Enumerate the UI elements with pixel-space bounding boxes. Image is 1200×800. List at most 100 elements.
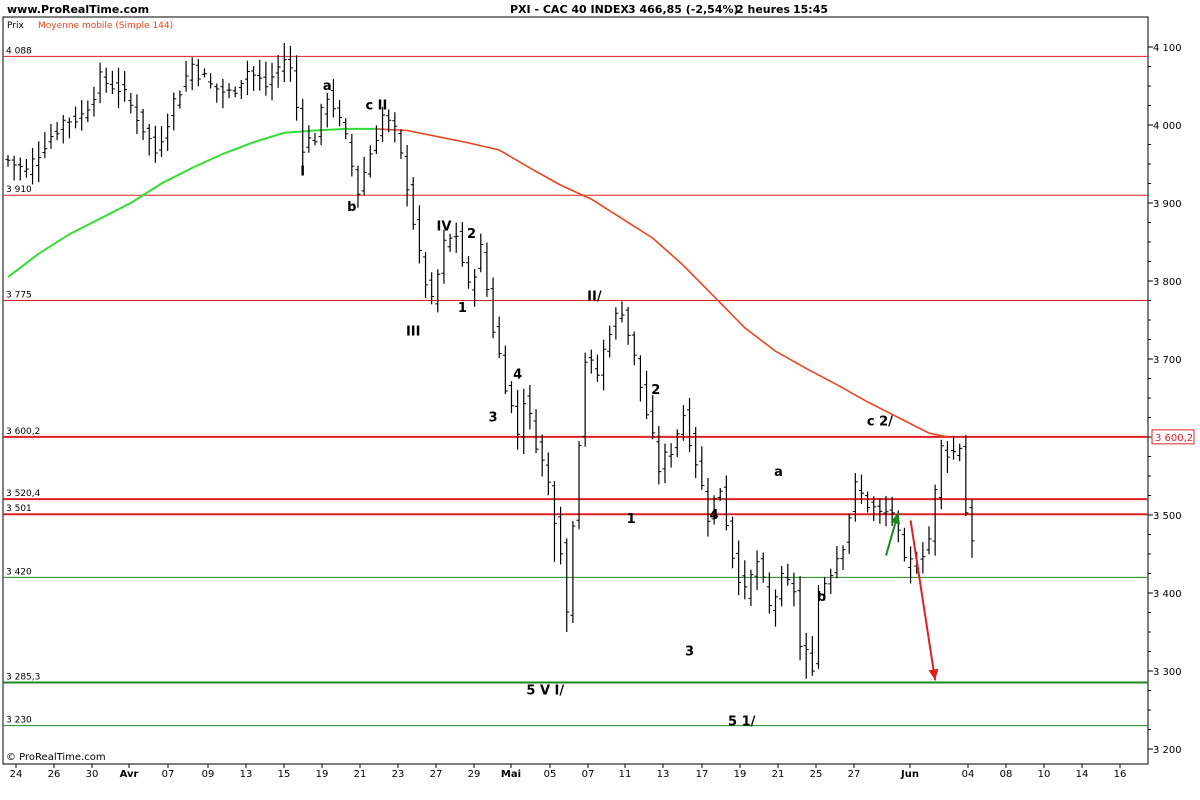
level-label: 3 230 xyxy=(6,716,32,726)
ohlc-bar xyxy=(527,384,533,430)
price-tag-label: 3 600,2 xyxy=(1155,433,1193,444)
ohlc-bar xyxy=(435,269,441,313)
wave-label: II/ xyxy=(587,290,602,305)
site-title[interactable]: www.ProRealTime.com xyxy=(7,3,149,16)
x-tick-label: 15 xyxy=(278,769,291,780)
ohlc-bar xyxy=(717,487,723,501)
ohlc-bar xyxy=(11,155,17,181)
ohlc-bar xyxy=(871,496,877,521)
ohlc-bar xyxy=(140,108,146,141)
ohlc-bar xyxy=(723,475,729,531)
x-tick-label: 19 xyxy=(316,769,329,780)
ohlc-bar xyxy=(969,499,975,558)
wave-label: c 2/ xyxy=(867,414,893,429)
arrow-down xyxy=(909,520,939,681)
ohlc-bar xyxy=(496,316,502,359)
ohlc-bar xyxy=(429,272,435,305)
ohlc-bar xyxy=(373,125,379,155)
ohlc-bar xyxy=(644,370,650,420)
ohlc-bar xyxy=(558,506,564,565)
ohlc-bar xyxy=(803,632,809,679)
ohlc-bar xyxy=(594,354,600,382)
x-tick-label: 13 xyxy=(657,769,670,780)
ohlc-bar xyxy=(330,79,336,118)
ohlc-bar xyxy=(171,92,177,131)
time-label: 15:45 xyxy=(793,3,828,16)
ohlc-bar xyxy=(287,45,293,82)
y-tick-label: 3 400 xyxy=(1153,589,1182,600)
ohlc-bar xyxy=(392,112,398,143)
ohlc-bar xyxy=(705,477,711,537)
wave-label: 5 V I/ xyxy=(526,683,564,698)
ohlc-bar xyxy=(570,520,576,624)
ohlc-bar xyxy=(858,474,864,504)
ohlc-bar xyxy=(852,473,858,522)
ohlc-bar xyxy=(822,577,828,601)
ohlc-bar xyxy=(116,67,122,109)
wave-label: 2 xyxy=(651,383,660,398)
ohlc-bar xyxy=(920,542,926,574)
ohlc-bar xyxy=(128,92,134,114)
wave-label: 3 xyxy=(489,410,498,425)
ohlc-bar xyxy=(680,405,686,441)
x-tick-label: 25 xyxy=(810,769,823,780)
ohlc-bar xyxy=(23,158,29,178)
ma-legend: Moyenne mobile (Simple 144) xyxy=(38,21,173,31)
wave-label: 3 xyxy=(685,644,694,659)
horizontal-levels: 4 088 3 910 3 775 3 600,2 3 520,4 3 501 3 420 3… xyxy=(3,46,1148,727)
x-tick-label: 13 xyxy=(240,769,253,780)
x-tick-label: 30 xyxy=(86,769,99,780)
ohlc-bar xyxy=(165,113,171,152)
y-tick-label: 3 200 xyxy=(1153,745,1182,756)
x-tick-label: Mai xyxy=(501,769,521,780)
ohlc-bar xyxy=(5,154,11,167)
ohlc-bar xyxy=(846,513,852,554)
ohlc-bar xyxy=(779,566,785,607)
x-tick-label: 10 xyxy=(1038,769,1051,780)
ohlc-bar xyxy=(619,301,625,323)
x-tick-label: 23 xyxy=(392,769,405,780)
x-axis: 24 26 30 Avr 07 09 13 15 19 21 23 27 29 Mai 05 07 11 13 17… xyxy=(10,764,1126,780)
ohlc-bar xyxy=(367,145,373,178)
level-label: 3 501 xyxy=(6,504,32,514)
ohlc-bar xyxy=(294,55,300,121)
ohlc-bar xyxy=(109,70,115,94)
instrument-quote: 3 466,85 (-2,54%) xyxy=(628,3,739,16)
x-tick-label: Jun xyxy=(900,769,919,780)
wave-label: c II xyxy=(365,98,387,113)
wave-label: 2 xyxy=(467,227,476,242)
ohlc-bar xyxy=(545,452,551,496)
ohlc-bar xyxy=(300,98,306,170)
copyright: © ProRealTime.com xyxy=(6,752,106,763)
ohlc-bar xyxy=(564,538,570,632)
ohlc-bar xyxy=(877,498,883,524)
ohlc-bar xyxy=(306,125,312,153)
ohlc-bar xyxy=(908,546,914,584)
ohlc-bar xyxy=(214,83,220,103)
y-tick-label: 3 500 xyxy=(1153,511,1182,522)
ohlc-bar xyxy=(318,103,324,146)
ohlc-bar xyxy=(625,306,631,345)
ohlc-bar xyxy=(238,80,244,100)
ohlc-bar xyxy=(91,86,97,117)
ohlc-bar xyxy=(490,277,496,339)
level-label: 3 775 xyxy=(6,291,32,301)
wave-label: 5 1/ xyxy=(728,715,756,730)
ohlc-bar xyxy=(73,106,79,129)
instrument-name: PXI - CAC 40 INDEX xyxy=(510,3,629,16)
wave-label: b xyxy=(817,590,826,605)
ohlc-bar xyxy=(244,60,250,95)
ohlc-bar xyxy=(404,145,410,207)
ma-falling-segment xyxy=(376,128,948,438)
ohlc-bar xyxy=(766,572,772,614)
wave-label: I xyxy=(300,165,305,180)
ohlc-bar xyxy=(337,100,343,127)
ohlc-bar xyxy=(502,345,508,395)
ohlc-bar xyxy=(398,129,404,160)
ohlc-bar xyxy=(736,540,742,596)
ohlc-bar xyxy=(840,545,846,570)
ohlc-bar xyxy=(484,242,490,297)
x-tick-label: 08 xyxy=(1000,769,1013,780)
ohlc-bar xyxy=(508,381,514,414)
ohlc-bar xyxy=(693,427,699,479)
